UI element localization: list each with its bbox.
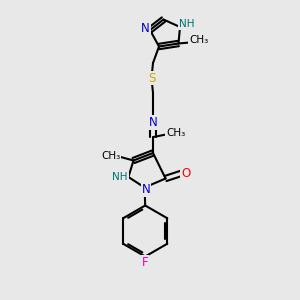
Text: N: N: [148, 116, 158, 129]
Text: CH₃: CH₃: [189, 34, 208, 45]
Text: NH: NH: [112, 172, 128, 182]
Text: F: F: [142, 256, 148, 269]
Text: O: O: [181, 167, 190, 180]
Text: S: S: [148, 71, 155, 85]
Text: CH₃: CH₃: [101, 151, 121, 161]
Text: N: N: [142, 183, 151, 196]
Text: N: N: [141, 22, 150, 35]
Text: NH: NH: [179, 19, 194, 29]
Text: CH₃: CH₃: [166, 128, 185, 138]
